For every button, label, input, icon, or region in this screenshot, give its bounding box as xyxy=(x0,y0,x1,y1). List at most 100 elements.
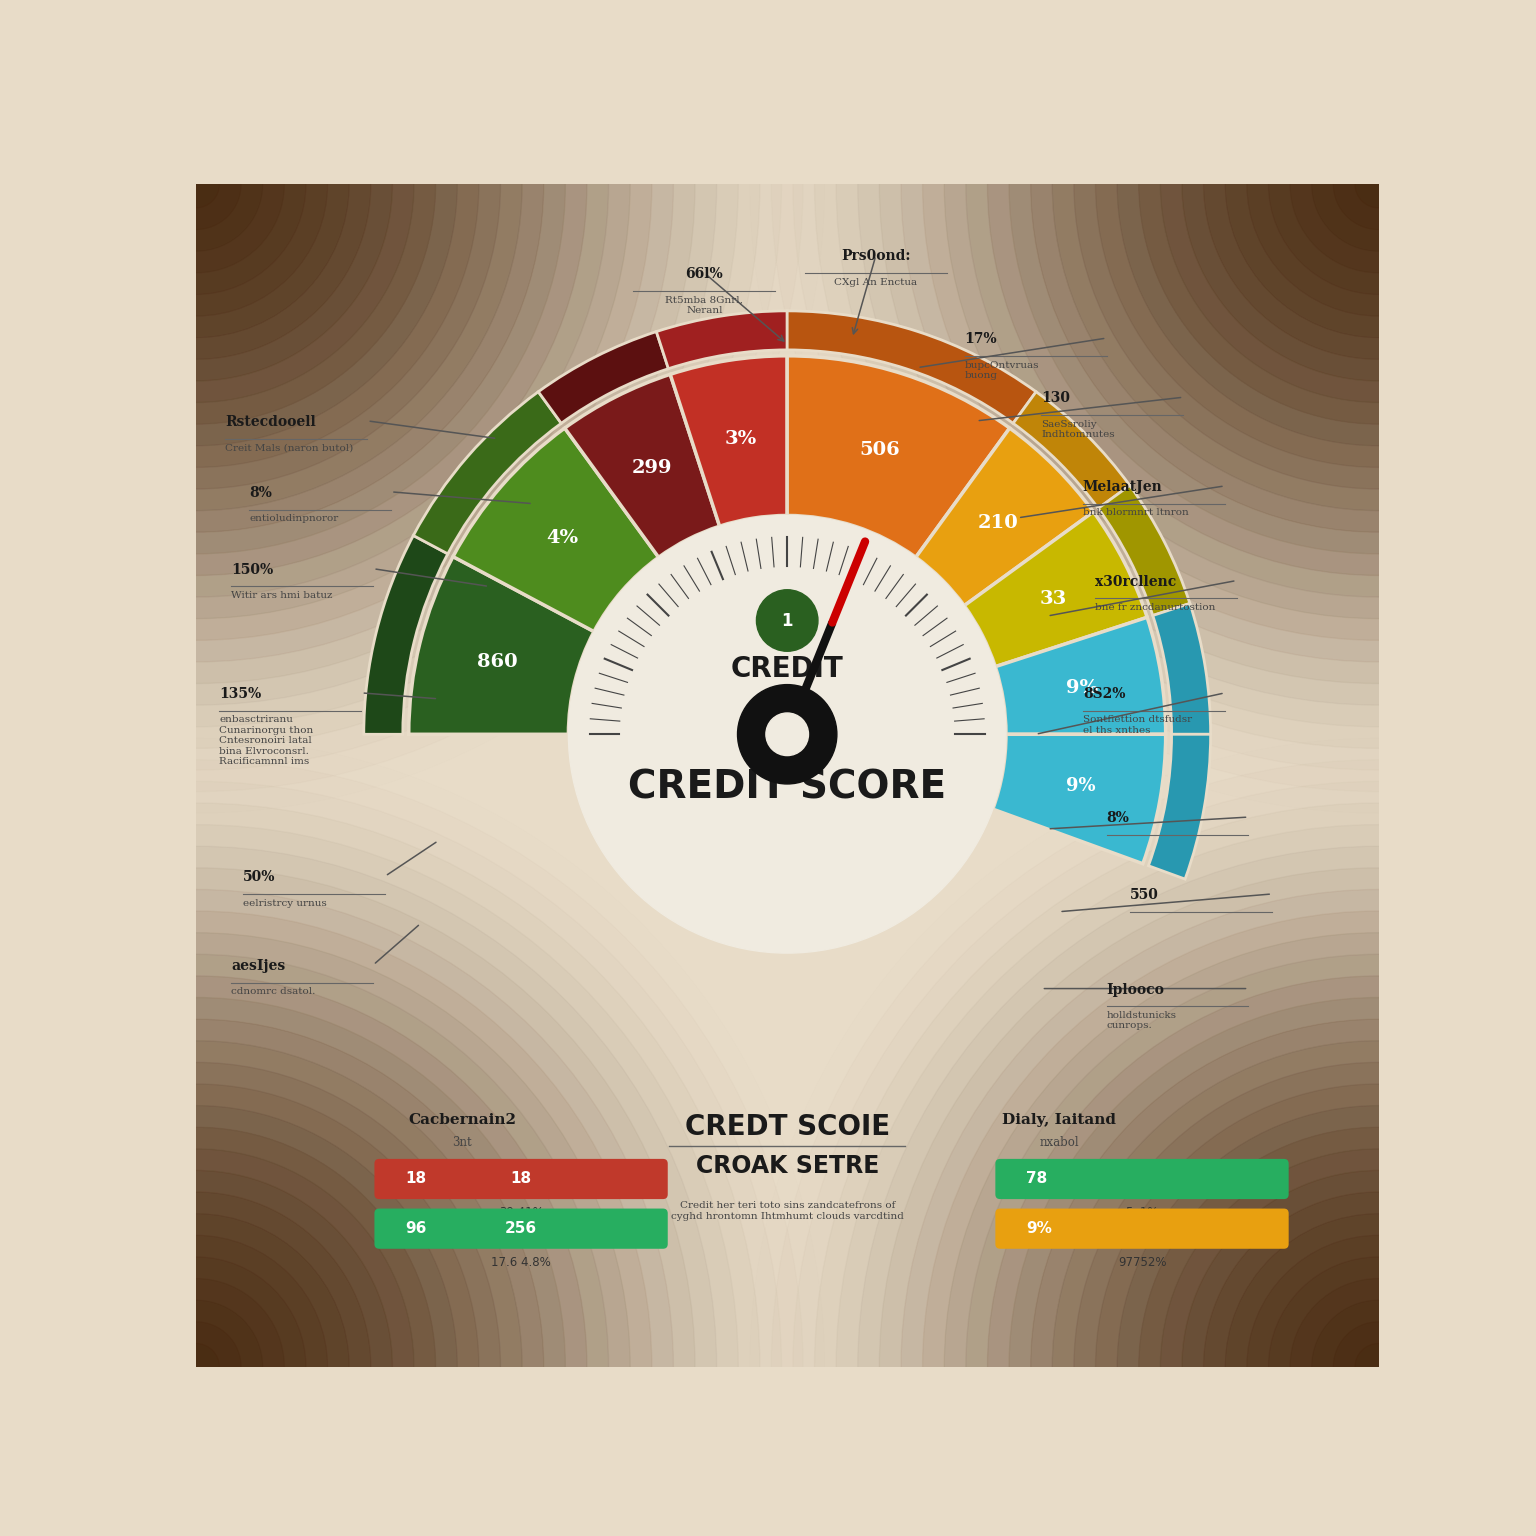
Circle shape xyxy=(86,74,306,295)
Circle shape xyxy=(129,117,263,252)
Text: CROAK SETRE: CROAK SETRE xyxy=(696,1154,879,1178)
Circle shape xyxy=(1269,74,1488,295)
Circle shape xyxy=(1074,1063,1536,1536)
Wedge shape xyxy=(786,310,1037,424)
Circle shape xyxy=(1312,1299,1445,1435)
Wedge shape xyxy=(1154,604,1210,734)
Circle shape xyxy=(129,1299,263,1435)
Circle shape xyxy=(945,932,1536,1536)
Circle shape xyxy=(766,713,808,756)
Text: Prs0ond:: Prs0ond: xyxy=(842,249,911,263)
Circle shape xyxy=(0,0,587,576)
Text: 39.41%: 39.41% xyxy=(499,1206,544,1220)
Text: 210: 210 xyxy=(978,515,1018,531)
Text: 66l%: 66l% xyxy=(685,267,723,281)
Circle shape xyxy=(1052,0,1536,510)
Text: 97752%: 97752% xyxy=(1118,1256,1166,1269)
Circle shape xyxy=(1031,1020,1536,1536)
Text: 299: 299 xyxy=(631,459,671,478)
Wedge shape xyxy=(364,536,449,734)
Text: 550: 550 xyxy=(1130,888,1160,902)
Circle shape xyxy=(1074,0,1536,488)
Text: 9%: 9% xyxy=(1026,1221,1052,1236)
Text: CREDT SCOIE: CREDT SCOIE xyxy=(685,1112,889,1141)
Circle shape xyxy=(988,0,1536,576)
Circle shape xyxy=(86,1256,306,1478)
Circle shape xyxy=(0,911,651,1536)
Text: bupcOntvruas
buong: bupcOntvruas buong xyxy=(965,361,1040,379)
Circle shape xyxy=(0,954,608,1536)
Circle shape xyxy=(1095,1084,1536,1536)
Text: Rstecdooell: Rstecdooell xyxy=(226,415,316,429)
Circle shape xyxy=(1290,95,1467,273)
Circle shape xyxy=(0,0,651,641)
Circle shape xyxy=(1183,0,1536,381)
Circle shape xyxy=(0,0,436,424)
Text: 5..1%: 5..1% xyxy=(1126,1206,1158,1220)
Circle shape xyxy=(1247,1235,1510,1499)
Circle shape xyxy=(0,0,544,531)
Text: holldstunicks
cunrops.: holldstunicks cunrops. xyxy=(1106,1011,1177,1031)
Text: Credit her teri toto sins zandcatefrons of
cyghd hrontomn Ihtmhumt clouds varcdt: Credit her teri toto sins zandcatefrons … xyxy=(671,1201,903,1221)
Wedge shape xyxy=(995,617,1166,734)
Wedge shape xyxy=(538,332,668,424)
Text: 130: 130 xyxy=(1041,392,1071,406)
Circle shape xyxy=(0,0,565,554)
Circle shape xyxy=(568,516,1006,952)
Text: nxabol: nxabol xyxy=(1040,1137,1078,1149)
Circle shape xyxy=(151,140,241,229)
Text: Rt5mba 8Gnrl,
Neranl: Rt5mba 8Gnrl, Neranl xyxy=(665,295,743,315)
Circle shape xyxy=(1226,1213,1531,1521)
Text: cdnomrc dsatol.: cdnomrc dsatol. xyxy=(232,988,316,997)
Text: x30rcllenc: x30rcllenc xyxy=(1095,574,1177,588)
Circle shape xyxy=(1052,1041,1536,1536)
Text: Iplooco: Iplooco xyxy=(1106,983,1164,997)
Text: 78: 78 xyxy=(1026,1172,1048,1186)
Circle shape xyxy=(1117,1106,1536,1536)
Text: entioludinpnoror: entioludinpnoror xyxy=(249,515,338,524)
Text: 4%: 4% xyxy=(545,530,578,547)
Circle shape xyxy=(0,0,458,445)
Circle shape xyxy=(43,31,349,338)
Text: Witir ars hmi batuz: Witir ars hmi batuz xyxy=(232,591,333,601)
Circle shape xyxy=(22,1192,370,1536)
Text: bne fr zncdanurtostion: bne fr zncdanurtostion xyxy=(1095,604,1215,611)
Circle shape xyxy=(1290,1278,1467,1456)
Circle shape xyxy=(0,0,630,619)
Circle shape xyxy=(1160,1149,1536,1536)
Text: 96: 96 xyxy=(406,1221,427,1236)
Text: eelristrcy urnus: eelristrcy urnus xyxy=(243,899,327,908)
Circle shape xyxy=(172,161,220,207)
Text: 8%: 8% xyxy=(249,485,272,499)
Circle shape xyxy=(1204,1192,1536,1536)
Circle shape xyxy=(1183,1170,1536,1536)
Circle shape xyxy=(737,685,837,783)
Text: 8%: 8% xyxy=(1106,811,1129,825)
FancyBboxPatch shape xyxy=(995,1209,1289,1249)
Text: CXgl An Enctua: CXgl An Enctua xyxy=(834,278,917,287)
Wedge shape xyxy=(992,734,1166,863)
Text: 150%: 150% xyxy=(232,562,273,578)
Text: 9%: 9% xyxy=(1066,679,1098,696)
Circle shape xyxy=(966,0,1536,598)
Circle shape xyxy=(172,1344,220,1390)
Text: Sontfiettion dtsfudsr
el ths xnthes: Sontfiettion dtsfudsr el ths xnthes xyxy=(1083,716,1192,734)
Text: 860: 860 xyxy=(478,653,518,671)
Circle shape xyxy=(1138,1127,1536,1536)
Circle shape xyxy=(43,1213,349,1521)
Circle shape xyxy=(0,1106,458,1536)
Circle shape xyxy=(1117,0,1536,445)
Circle shape xyxy=(1247,52,1510,316)
Text: aesIjes: aesIjes xyxy=(232,958,286,972)
Text: 18: 18 xyxy=(510,1172,531,1186)
Wedge shape xyxy=(413,392,561,554)
Text: MelaatJen: MelaatJen xyxy=(1083,479,1163,495)
Circle shape xyxy=(1269,1256,1488,1478)
Circle shape xyxy=(0,0,479,467)
Circle shape xyxy=(1355,161,1402,207)
Circle shape xyxy=(1138,0,1536,424)
Wedge shape xyxy=(453,429,659,631)
FancyBboxPatch shape xyxy=(995,1158,1289,1200)
Circle shape xyxy=(1333,140,1424,229)
Text: 256: 256 xyxy=(505,1221,538,1236)
